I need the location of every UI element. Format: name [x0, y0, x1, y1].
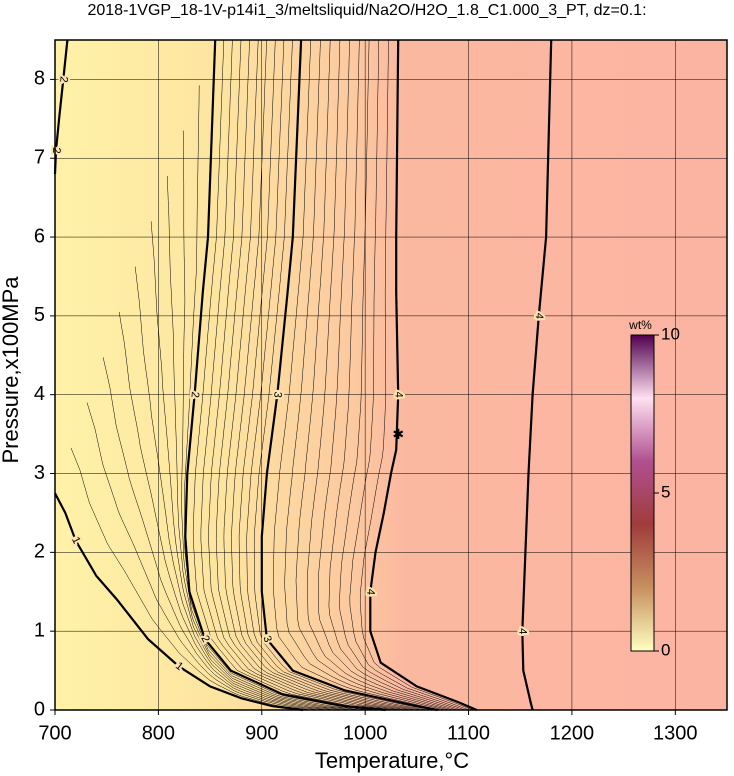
x-tick-label: 1300	[653, 722, 698, 744]
thin-contour	[246, 39, 428, 711]
point-marker: ✱	[392, 426, 404, 442]
colorbar-label: wt%	[628, 318, 652, 332]
contour-line	[184, 39, 386, 712]
thin-contour	[86, 402, 320, 711]
thin-contour	[284, 39, 446, 711]
thin-contour	[134, 266, 345, 711]
contour-label: 3	[271, 391, 284, 398]
contour-label: 2	[57, 76, 70, 83]
thin-contour	[253, 39, 433, 711]
thin-contour	[166, 175, 362, 711]
colorbar-tick-label: 10	[661, 324, 680, 343]
thin-contour	[150, 221, 353, 711]
x-tick-label: 1200	[550, 722, 595, 744]
thin-contour	[208, 39, 402, 711]
y-tick-label: 6	[34, 225, 45, 247]
y-tick-label: 2	[34, 541, 45, 563]
colorbar	[630, 334, 655, 652]
thin-contour	[70, 447, 312, 711]
thin-contour	[307, 39, 454, 711]
thin-contour	[273, 39, 442, 711]
y-tick-label: 0	[34, 698, 45, 720]
y-tick-label: 4	[34, 383, 45, 405]
x-tick-label: 800	[142, 722, 175, 744]
colorbar-tick-label: 5	[661, 482, 670, 501]
y-tick-label: 7	[34, 147, 45, 169]
contour-line	[369, 39, 478, 712]
thin-contour	[223, 39, 412, 711]
thin-contour	[215, 39, 407, 711]
thin-contour	[339, 39, 466, 711]
contour-label: 4	[392, 392, 404, 398]
x-axis-label: Temperature,°C	[315, 748, 469, 773]
y-tick-label: 5	[34, 304, 45, 326]
plot-frame	[54, 39, 728, 711]
plot-background	[55, 40, 727, 710]
contour-line	[54, 492, 304, 712]
y-tick-label: 1	[34, 619, 45, 641]
thin-contour	[181, 130, 370, 711]
thin-contour	[184, 85, 378, 711]
thin-contour	[118, 311, 337, 711]
y-axis-label: Pressure,x100MPa	[0, 276, 23, 464]
x-tick-label: 900	[245, 722, 278, 744]
contour-label: 4	[533, 312, 545, 319]
contour-label: 2	[188, 391, 200, 398]
contour-line	[521, 39, 553, 711]
thin-contour	[349, 39, 470, 711]
thin-contour	[318, 39, 458, 711]
x-tick-label: 700	[38, 722, 71, 744]
thin-contour	[295, 39, 450, 711]
thin-contour	[200, 39, 397, 711]
x-tick-label: 1000	[343, 722, 388, 744]
thin-contour	[238, 39, 423, 711]
thin-contour	[102, 357, 328, 711]
contour-line	[260, 39, 438, 712]
y-tick-label: 8	[34, 68, 45, 90]
contour-label: 4	[516, 628, 528, 634]
thin-contour	[359, 39, 473, 711]
thin-contour	[231, 39, 417, 711]
colorbar-tick-label: 0	[661, 640, 670, 659]
contour-label: 4	[364, 588, 376, 595]
chart-title: 2018-1VGP_18-1V-p14i1_3/meltsliquid/Na2O…	[87, 2, 646, 19]
contour-label: 2	[50, 147, 62, 154]
thin-contour	[328, 39, 462, 711]
thin-contour	[192, 39, 392, 711]
y-tick-label: 3	[34, 462, 45, 484]
x-tick-label: 1100	[447, 722, 490, 744]
